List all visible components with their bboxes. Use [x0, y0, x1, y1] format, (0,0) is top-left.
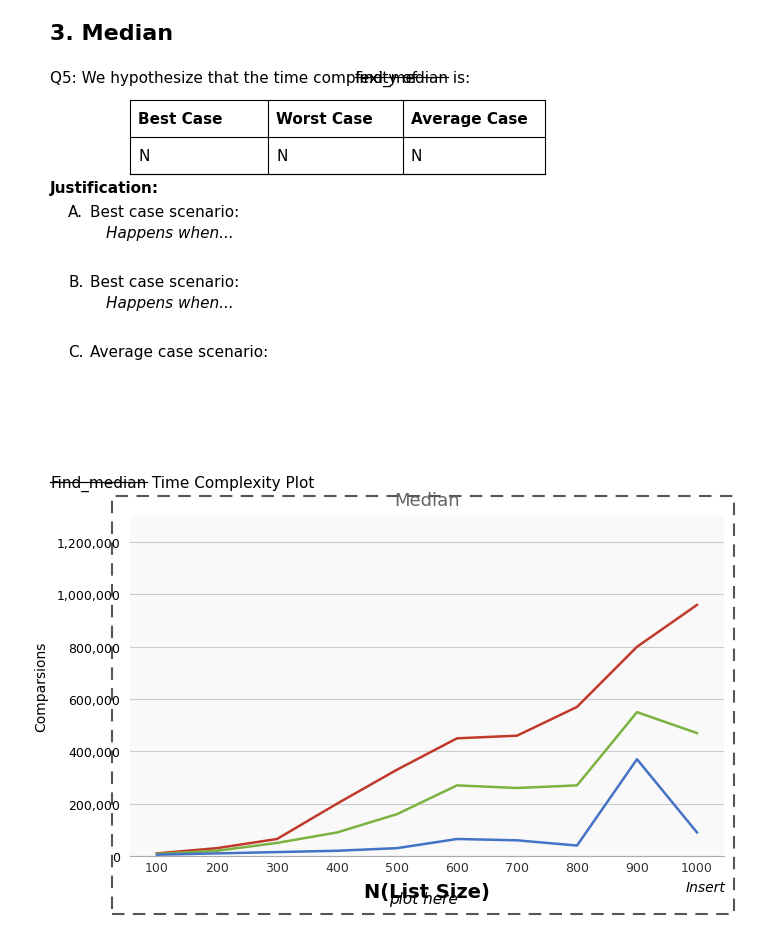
Bar: [112, 496, 734, 914]
Text: N: N: [411, 148, 422, 164]
Text: Time Complexity Plot: Time Complexity Plot: [147, 475, 315, 491]
Text: A.: A.: [68, 205, 83, 220]
Text: Insert: Insert: [686, 880, 726, 894]
Y-axis label: Comparsions: Comparsions: [34, 641, 48, 731]
Text: 3. Median: 3. Median: [50, 24, 173, 44]
Text: plot here: plot here: [389, 891, 458, 906]
Text: find_median: find_median: [355, 71, 449, 87]
Text: Best case scenario:: Best case scenario:: [90, 275, 240, 290]
X-axis label: N(List Size): N(List Size): [364, 883, 490, 901]
Text: N: N: [138, 148, 149, 164]
Text: Justification:: Justification:: [50, 181, 159, 196]
Text: Happens when...: Happens when...: [106, 296, 233, 311]
Text: Q5: We hypothesize that the time complexity of: Q5: We hypothesize that the time complex…: [50, 71, 422, 86]
Text: Happens when...: Happens when...: [106, 226, 233, 240]
Text: Best case scenario:: Best case scenario:: [90, 205, 240, 220]
Text: C.: C.: [68, 344, 83, 360]
Text: Average Case: Average Case: [411, 112, 528, 127]
Text: Average case scenario:: Average case scenario:: [90, 344, 268, 360]
Text: is:: is:: [448, 71, 470, 86]
Text: N: N: [276, 148, 288, 164]
Legend: Best, Worst, Avg: Best, Worst, Avg: [277, 926, 577, 928]
Title: Median: Median: [394, 491, 460, 509]
Text: Find_median: Find_median: [50, 475, 146, 492]
Text: Best Case: Best Case: [138, 112, 223, 127]
Text: B.: B.: [68, 275, 83, 290]
Text: Worst Case: Worst Case: [276, 112, 373, 127]
